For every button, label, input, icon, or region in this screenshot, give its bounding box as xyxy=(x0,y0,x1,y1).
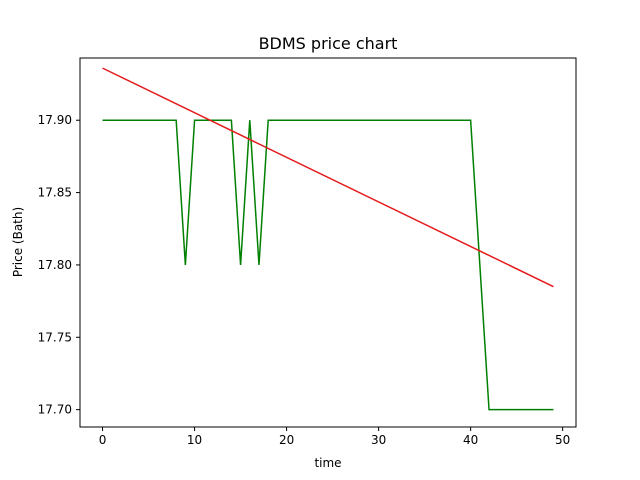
price-series-line xyxy=(102,119,554,411)
y-tick-label: 17.80 xyxy=(38,258,72,272)
x-tick-label: 50 xyxy=(555,433,570,447)
y-tick-label: 17.85 xyxy=(38,186,72,200)
x-axis-label: time xyxy=(314,456,341,470)
x-tick-label: 30 xyxy=(371,433,386,447)
plot-area-frame xyxy=(79,57,577,428)
y-axis-label: Price (Bath) xyxy=(11,207,25,277)
y-tick-label: 17.75 xyxy=(38,330,72,344)
trend-series-line xyxy=(102,67,554,288)
series-layer xyxy=(102,67,554,411)
axis-ticks: 0 10 20 30 40 50 17.70 17.75 17.80 17.85 17.90 xyxy=(38,113,571,447)
chart-title: BDMS price chart xyxy=(259,34,398,53)
x-tick-label: 0 xyxy=(99,433,107,447)
x-tick-label: 40 xyxy=(463,433,478,447)
x-tick-label: 20 xyxy=(279,433,294,447)
y-tick-label: 17.70 xyxy=(38,403,72,417)
x-tick-label: 10 xyxy=(187,433,202,447)
y-tick-label: 17.90 xyxy=(38,113,72,127)
